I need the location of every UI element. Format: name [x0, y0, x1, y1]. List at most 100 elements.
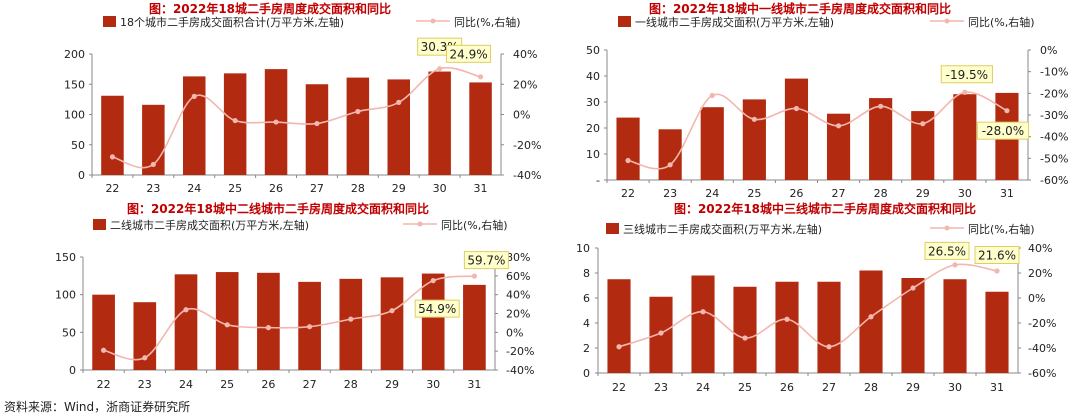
bar: [215, 272, 239, 370]
right-tick-label: 40%: [1028, 242, 1052, 255]
bar: [346, 77, 370, 175]
yoy-point: [910, 285, 916, 291]
bar: [174, 274, 198, 370]
left-tick-label: 0: [78, 169, 85, 182]
chart-2: 图：2022年18城中一线城市二手房周度成交面积和同比一线城市二手房成交面积(万…: [586, 1, 1068, 200]
category-label: 30: [433, 182, 447, 195]
bar: [817, 281, 841, 373]
yoy-point: [389, 308, 395, 314]
category-label: 26: [789, 187, 803, 200]
category-label: 25: [220, 378, 234, 391]
left-tick-label: 100: [64, 109, 85, 122]
legend-line-label: 同比(%,右轴): [968, 222, 1035, 236]
category-label: 22: [621, 187, 635, 200]
yoy-point: [625, 157, 631, 164]
left-tick-label: 150: [64, 78, 85, 91]
bar: [775, 281, 799, 373]
right-tick-label: 20%: [513, 78, 537, 91]
right-tick-label: -30%: [1040, 109, 1068, 122]
category-label: 27: [822, 381, 836, 394]
legend-line-label: 同比(%,右轴): [441, 218, 508, 232]
yoy-point: [616, 344, 622, 350]
category-label: 24: [705, 187, 719, 200]
yoy-point: [742, 335, 748, 341]
callout-label: 24.9%: [449, 47, 487, 61]
legend-bar-label: 18个城市二手房成交面积合计(万平方米,左轴): [120, 15, 344, 29]
right-tick-label: 0%: [1028, 292, 1045, 305]
yoy-point: [142, 355, 148, 361]
chart-title: 图：2022年18城中三线城市二手房周度成交面积和同比: [674, 201, 976, 216]
legend-line-marker: [944, 225, 950, 231]
left-tick-label: 2: [583, 342, 590, 355]
left-tick-label: 150: [55, 251, 76, 264]
category-label: 24: [179, 378, 193, 391]
legend-bar-swatch: [606, 223, 619, 234]
left-tick-label: 8: [583, 267, 590, 280]
bar: [859, 270, 883, 373]
bar: [733, 286, 757, 373]
bar: [387, 79, 410, 175]
category-label: 29: [916, 187, 930, 200]
left-tick-label: 50: [71, 139, 85, 152]
legend-line-marker: [430, 18, 436, 24]
category-label: 25: [228, 182, 242, 195]
yoy-point: [994, 268, 1000, 274]
right-tick-label: -60%: [1028, 367, 1056, 380]
right-tick-label: 0%: [513, 109, 530, 122]
yoy-point: [878, 103, 884, 109]
category-label: 26: [780, 381, 794, 394]
legend-bar-label: 二线城市二手房成交面积(万平方米,左轴): [110, 218, 309, 232]
yoy-point: [868, 314, 874, 320]
right-tick-label: -20%: [513, 139, 541, 152]
bar: [985, 291, 1009, 373]
bar: [305, 84, 329, 175]
chart-1: 图：2022年18城二手房周度成交面积和同比18个城市二手房成交面积合计(万平方…: [64, 1, 541, 195]
legend-bar-swatch: [93, 219, 106, 230]
bar: [691, 275, 715, 373]
yoy-point: [101, 347, 107, 353]
right-tick-label: -20%: [1040, 87, 1068, 100]
left-tick-label: 0: [69, 364, 76, 377]
bar: [869, 98, 893, 180]
category-label: 25: [747, 187, 761, 200]
bar: [943, 279, 967, 373]
yoy-point: [307, 324, 313, 330]
chart-3: 图：2022年18城中二线城市二手房周度成交面积和同比二线城市二手房成交面积(万…: [55, 201, 534, 391]
left-tick-label: 10: [576, 242, 590, 255]
yoy-point: [314, 120, 320, 127]
callout-label: 21.6%: [978, 249, 1016, 263]
category-label: 30: [426, 378, 440, 391]
right-tick-label: -20%: [506, 345, 534, 358]
yoy-point: [150, 161, 156, 168]
callout-label: -28.0%: [982, 124, 1024, 138]
yoy-point: [835, 123, 842, 129]
right-tick-label: 40%: [513, 48, 537, 61]
yoy-line: [103, 275, 475, 361]
chart-4: 图：2022年18城中三线城市二手房周度成交面积和同比三线城市二手房成交面积(万…: [576, 201, 1056, 394]
yoy-point: [962, 89, 968, 95]
bar: [463, 284, 486, 370]
right-tick-label: 80%: [506, 251, 530, 264]
category-label: 28: [344, 378, 358, 391]
bar: [742, 99, 766, 180]
category-label: 23: [654, 381, 668, 394]
callout-label: 26.5%: [928, 244, 966, 258]
bar: [257, 272, 280, 370]
yoy-point: [430, 278, 436, 284]
category-label: 27: [832, 187, 846, 200]
yoy-point: [784, 316, 790, 322]
bar: [784, 78, 809, 180]
callout-label: -19.5%: [946, 68, 988, 82]
bar: [953, 94, 977, 180]
yoy-point: [355, 108, 361, 115]
callout-box: [940, 65, 993, 84]
left-tick-label: 6: [583, 292, 590, 305]
yoy-point: [437, 66, 443, 72]
left-tick-label: 50: [62, 326, 76, 339]
category-label: 28: [351, 182, 365, 195]
left-tick-label: 100: [55, 289, 76, 302]
callout-box: [463, 251, 509, 270]
category-label: 30: [958, 187, 972, 200]
yoy-line: [112, 66, 481, 169]
